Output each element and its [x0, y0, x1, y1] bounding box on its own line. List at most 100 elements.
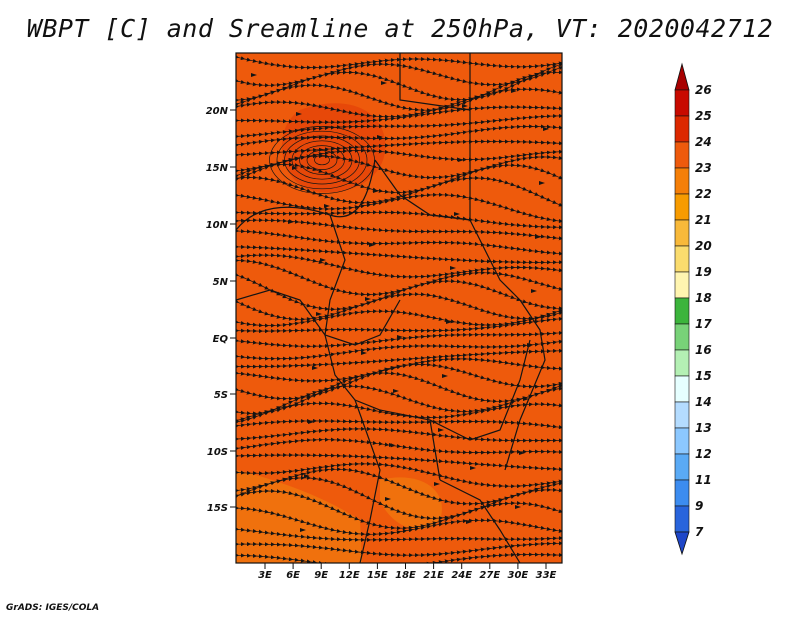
streamline-arrow	[434, 482, 440, 486]
streamline-arrow	[442, 374, 448, 378]
lon-tick-label: 18E	[395, 570, 416, 581]
colorbar-segment	[674, 453, 690, 481]
colorbar-segment	[674, 271, 690, 299]
lon-tick-label: 30E	[508, 570, 529, 581]
colorbar-label: 22	[695, 187, 712, 201]
colorbar: 26 25 24 23 22 21 20 19 18 17 16 15 14 13 12 11 9 7	[674, 62, 712, 556]
streamline	[236, 316, 562, 334]
lat-tick-label: 15N	[206, 163, 229, 174]
colorbar-label: 12	[695, 447, 712, 461]
streamline-arrow	[543, 127, 549, 131]
streamline-arrow	[300, 528, 306, 532]
streamline	[236, 526, 562, 543]
colorbar-segment	[674, 245, 690, 273]
streamline-arrow	[361, 351, 367, 355]
streamline-arrow	[251, 73, 257, 77]
colorbar-label: 24	[695, 135, 712, 149]
colorbar-label: 18	[695, 291, 712, 305]
colorbar-segment	[674, 505, 690, 533]
streamline-arrow	[531, 289, 537, 293]
border-line	[236, 289, 326, 336]
colorbar-label: 13	[695, 421, 712, 435]
colorbar-segment	[674, 167, 690, 195]
lon-tick-label: 12E	[339, 570, 360, 581]
streamline-arrow	[385, 497, 391, 501]
colorbar-label: 17	[695, 317, 712, 331]
border-line	[354, 399, 381, 563]
streamline-arrow	[397, 335, 403, 339]
streamline	[236, 192, 562, 224]
streamline-arrow	[450, 266, 456, 270]
colorbar-segment	[674, 89, 690, 117]
streamline-arrow	[515, 505, 521, 509]
streamline-arrow	[316, 312, 322, 316]
colorbar-segment	[674, 193, 690, 221]
lon-tick-label: 21E	[423, 570, 444, 581]
streamline-arrow	[462, 104, 468, 108]
colorbar-label: 26	[695, 83, 712, 97]
colorbar-segment	[674, 479, 690, 507]
chart-title: WBPT [C] and Sreamline at 250hPa, VT: 20…	[26, 14, 774, 43]
lat-tick-label: 15S	[207, 503, 228, 514]
border-line	[504, 299, 546, 471]
map-frame	[235, 52, 563, 564]
lon-tick-label: 15E	[367, 570, 388, 581]
streamline-arrow	[466, 520, 472, 524]
lat-tick-label: 5N	[213, 277, 229, 288]
colorbar-segment	[674, 323, 690, 351]
colorbar-label: 21	[695, 213, 712, 227]
streamline-arrow	[304, 474, 310, 478]
colorbar-label: 25	[695, 109, 712, 123]
streamline-arrow	[458, 158, 464, 162]
streamline-arrow	[393, 389, 399, 393]
lat-tick-label: 10S	[207, 447, 228, 458]
streamline-arrow	[519, 451, 525, 455]
lat-tick-label: EQ	[213, 334, 229, 345]
streamline-arrow	[373, 189, 379, 193]
vortex-circulation	[306, 150, 338, 170]
streamline-arrow	[369, 243, 375, 247]
streamline-arrow	[523, 397, 529, 401]
border-line	[374, 159, 521, 301]
streamline-arrow	[470, 466, 476, 470]
streamline-arrow	[365, 297, 371, 301]
streamline-arrow	[308, 420, 314, 424]
colorbar-segment	[674, 115, 690, 143]
border-line	[429, 339, 531, 441]
colorbar-label: 23	[695, 161, 712, 175]
map-panel	[235, 52, 563, 564]
streamline-arrow	[454, 212, 460, 216]
country-borders	[236, 53, 546, 563]
streamline-arrow	[535, 235, 541, 239]
lat-tick-label: 20N	[206, 106, 229, 117]
streamline-arrow	[324, 204, 330, 208]
colorbar-segment	[674, 297, 690, 325]
streamline-arrow	[312, 366, 318, 370]
vortex-circulation	[314, 154, 330, 166]
longitude-axis: 3E 6E 9E 12E 15E 18E 21E 24E 27E 30E 33E	[258, 563, 557, 581]
streamline-arrow	[377, 135, 383, 139]
colorbar-bottom-arrow	[674, 531, 690, 556]
colorbar-top-arrow	[674, 62, 690, 91]
vortex-circulation	[284, 135, 360, 185]
colorbar-segment	[674, 141, 690, 169]
streamline	[236, 418, 562, 430]
streamline-arrow	[296, 112, 302, 116]
border-line	[439, 479, 521, 563]
colorbar-label: 15	[695, 369, 712, 383]
lon-tick-label: 27E	[479, 570, 500, 581]
lon-tick-label: 24E	[451, 570, 472, 581]
streamlines	[236, 54, 562, 563]
lat-tick-label: 5S	[214, 390, 228, 401]
streamline-arrow	[381, 81, 387, 85]
border-line	[236, 159, 376, 231]
lon-tick-label: 9E	[314, 570, 328, 581]
vortex-circulation	[276, 130, 368, 190]
colorbar-label: 16	[695, 343, 712, 357]
streamline-arrow	[320, 258, 326, 262]
lat-tick-label: 10N	[206, 220, 229, 231]
streamline-arrow	[511, 89, 517, 93]
streamline-arrow	[438, 428, 444, 432]
colorbar-segment	[674, 375, 690, 403]
grads-credit: GrADS: IGES/COLA	[6, 603, 100, 613]
